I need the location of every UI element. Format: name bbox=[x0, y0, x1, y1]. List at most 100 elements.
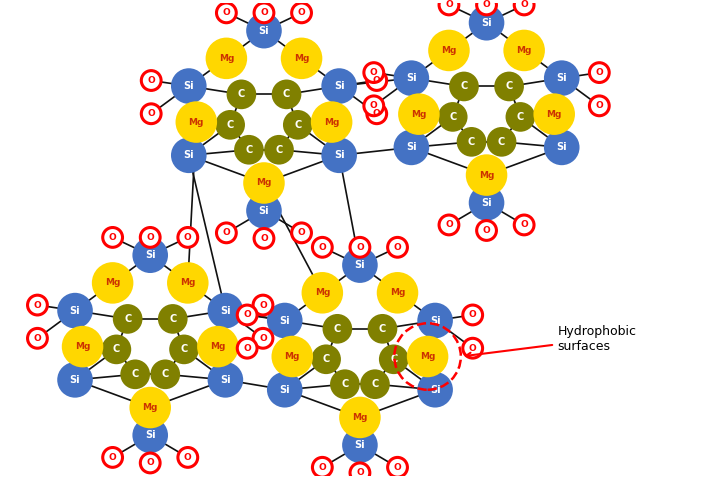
Text: O: O bbox=[373, 76, 381, 85]
Circle shape bbox=[267, 303, 303, 338]
Circle shape bbox=[457, 127, 486, 157]
Circle shape bbox=[311, 345, 341, 374]
Text: O: O bbox=[298, 228, 306, 238]
Text: Mg: Mg bbox=[256, 178, 272, 187]
Text: C: C bbox=[113, 344, 120, 354]
Text: O: O bbox=[260, 234, 268, 243]
Circle shape bbox=[234, 135, 264, 164]
Circle shape bbox=[141, 71, 161, 90]
Text: C: C bbox=[517, 112, 524, 122]
Text: C: C bbox=[379, 324, 386, 334]
Text: O: O bbox=[469, 344, 477, 353]
Circle shape bbox=[469, 5, 504, 41]
Circle shape bbox=[544, 60, 580, 96]
Text: O: O bbox=[298, 8, 306, 17]
Circle shape bbox=[217, 223, 237, 243]
Circle shape bbox=[178, 228, 198, 247]
Circle shape bbox=[364, 63, 383, 83]
Circle shape bbox=[133, 417, 168, 453]
Circle shape bbox=[388, 457, 407, 477]
Text: O: O bbox=[370, 101, 378, 110]
Circle shape bbox=[169, 335, 199, 364]
Text: O: O bbox=[259, 334, 267, 343]
Text: Mg: Mg bbox=[219, 54, 234, 63]
Circle shape bbox=[377, 272, 418, 314]
Circle shape bbox=[28, 295, 47, 315]
Text: Si: Si bbox=[354, 440, 365, 450]
Text: Mg: Mg bbox=[294, 54, 309, 63]
Text: O: O bbox=[318, 243, 326, 252]
Text: Mg: Mg bbox=[352, 413, 368, 422]
Circle shape bbox=[178, 447, 198, 467]
Circle shape bbox=[150, 359, 180, 389]
Text: O: O bbox=[184, 453, 191, 462]
Circle shape bbox=[463, 338, 483, 358]
Text: O: O bbox=[146, 458, 154, 467]
Text: O: O bbox=[445, 220, 453, 229]
Circle shape bbox=[141, 104, 161, 124]
Text: Si: Si bbox=[430, 385, 441, 395]
Circle shape bbox=[254, 3, 274, 23]
Text: Mg: Mg bbox=[441, 46, 457, 55]
Text: Si: Si bbox=[556, 142, 567, 152]
Text: O: O bbox=[356, 243, 364, 252]
Text: O: O bbox=[520, 0, 528, 10]
Text: Si: Si bbox=[406, 73, 417, 83]
Circle shape bbox=[439, 0, 459, 15]
Text: C: C bbox=[124, 314, 131, 324]
Text: Mg: Mg bbox=[390, 288, 405, 297]
Circle shape bbox=[544, 130, 580, 165]
Text: Mg: Mg bbox=[479, 171, 494, 180]
Text: O: O bbox=[109, 453, 116, 462]
Text: C: C bbox=[468, 137, 475, 147]
Text: Si: Si bbox=[556, 73, 567, 83]
Circle shape bbox=[486, 127, 516, 157]
Text: Si: Si bbox=[334, 81, 345, 91]
Text: Si: Si bbox=[280, 385, 290, 395]
Circle shape bbox=[350, 463, 370, 478]
Text: Si: Si bbox=[258, 206, 269, 216]
Circle shape bbox=[171, 68, 207, 104]
Circle shape bbox=[272, 336, 313, 377]
Text: C: C bbox=[245, 145, 253, 155]
Text: Hydrophobic
surfaces: Hydrophobic surfaces bbox=[466, 326, 637, 358]
Text: O: O bbox=[259, 301, 267, 310]
Circle shape bbox=[503, 30, 545, 71]
Text: C: C bbox=[275, 145, 282, 155]
Text: Si: Si bbox=[354, 260, 365, 270]
Circle shape bbox=[283, 110, 313, 140]
Text: O: O bbox=[394, 243, 402, 252]
Circle shape bbox=[246, 193, 282, 228]
Text: C: C bbox=[505, 81, 513, 91]
Circle shape bbox=[253, 328, 273, 348]
Circle shape bbox=[469, 185, 504, 220]
Text: Si: Si bbox=[280, 315, 290, 326]
Text: C: C bbox=[162, 369, 169, 380]
Circle shape bbox=[246, 13, 282, 48]
Circle shape bbox=[205, 38, 247, 79]
Circle shape bbox=[140, 228, 160, 247]
Circle shape bbox=[494, 72, 524, 101]
Text: Si: Si bbox=[145, 430, 155, 440]
Text: C: C bbox=[334, 324, 341, 334]
Text: C: C bbox=[371, 379, 378, 389]
Text: C: C bbox=[169, 314, 176, 324]
Text: O: O bbox=[370, 68, 378, 77]
Circle shape bbox=[208, 362, 243, 398]
Text: O: O bbox=[373, 109, 381, 118]
Text: O: O bbox=[244, 311, 251, 319]
Text: Si: Si bbox=[258, 26, 269, 36]
Circle shape bbox=[57, 293, 92, 328]
Text: Mg: Mg bbox=[411, 109, 426, 119]
Text: O: O bbox=[394, 463, 402, 472]
Circle shape bbox=[197, 326, 239, 368]
Circle shape bbox=[330, 369, 360, 399]
Circle shape bbox=[590, 96, 609, 116]
Text: Mg: Mg bbox=[210, 342, 225, 351]
Circle shape bbox=[368, 314, 397, 344]
Circle shape bbox=[301, 272, 343, 314]
Circle shape bbox=[417, 372, 453, 408]
Text: C: C bbox=[181, 344, 188, 354]
Circle shape bbox=[57, 362, 92, 398]
Text: O: O bbox=[318, 463, 326, 472]
